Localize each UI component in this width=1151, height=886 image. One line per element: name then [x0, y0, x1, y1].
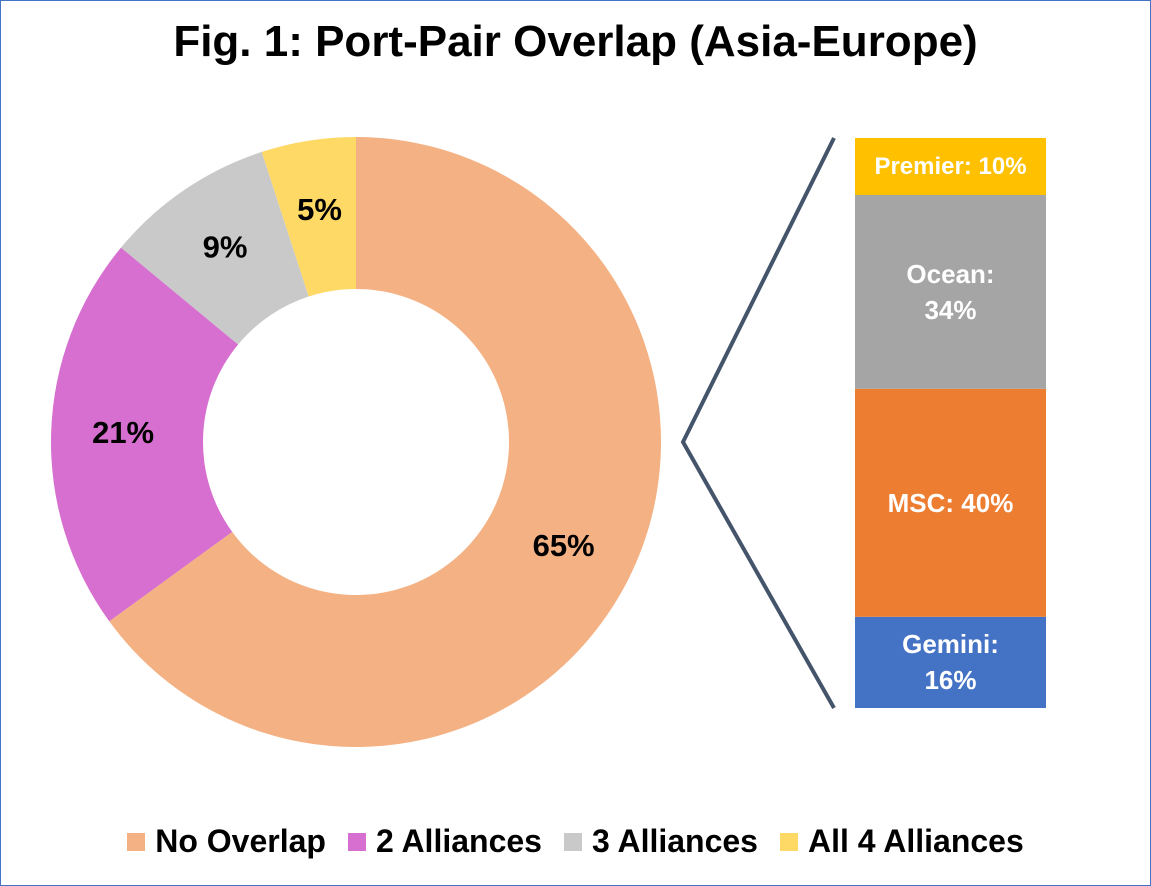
- segment-label: Ocean: 34%: [855, 195, 1046, 389]
- bar-segment: [855, 195, 1046, 389]
- bar-segment: [855, 138, 1046, 195]
- legend-label: No Overlap: [155, 823, 326, 859]
- data-label: 5%: [297, 192, 342, 227]
- legend-label: All 4 Alliances: [807, 823, 1024, 859]
- donut-slice: [50, 247, 239, 622]
- donut-slice: [109, 137, 661, 747]
- legend-swatch: [779, 832, 798, 851]
- legend-label: 3 Alliances: [591, 823, 758, 859]
- data-label: 65%: [533, 528, 595, 563]
- donut-slice: [261, 137, 356, 297]
- data-label: 21%: [92, 415, 154, 450]
- data-label: 9%: [203, 229, 248, 264]
- segment-label: MSC: 40%: [855, 389, 1046, 617]
- data-label: Gemini: 16%: [902, 629, 999, 696]
- legend-item: No Overlap: [127, 823, 326, 860]
- legend: No Overlap 2 Alliances 3 Alliances All 4 Al…: [1, 823, 1150, 860]
- data-label: MSC: 40%: [887, 487, 1014, 518]
- legend-swatch: [347, 832, 366, 851]
- bar-segment: [855, 616, 1046, 708]
- segment-label: Premier: 10%: [855, 138, 1046, 195]
- legend-swatch: [563, 832, 582, 851]
- legend-label: 2 Alliances: [375, 823, 542, 859]
- chart-title: Fig. 1: Port-Pair Overlap (Asia-Europe): [173, 17, 978, 66]
- connector: [680, 137, 836, 709]
- legend-swatch: [127, 832, 146, 851]
- segment-label: Gemini: 16%: [855, 617, 1046, 708]
- data-label: Premier: 10%: [874, 152, 1027, 180]
- legend-item: All 4 Alliances: [779, 823, 1024, 860]
- bar-segment: [855, 388, 1046, 617]
- legend-item: 3 Alliances: [563, 823, 758, 860]
- data-label: Ocean: 34%: [906, 258, 995, 325]
- donut-slice: [120, 151, 309, 345]
- legend-item: 2 Alliances: [347, 823, 542, 860]
